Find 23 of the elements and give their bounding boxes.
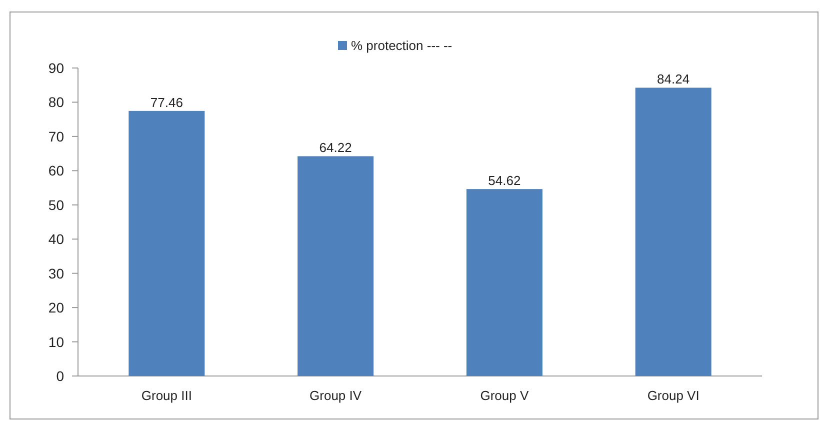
y-tick-label: 50 xyxy=(48,196,64,213)
y-tick-label: 20 xyxy=(48,300,64,316)
bar xyxy=(128,110,205,376)
y-tick-label: 70 xyxy=(48,128,64,144)
data-label: 77.46 xyxy=(150,94,183,110)
y-tick-label: 90 xyxy=(48,60,64,76)
x-tick-label: Group V xyxy=(480,388,529,403)
bar xyxy=(635,88,712,376)
y-tick-label: 40 xyxy=(48,231,64,248)
y-tick-label: 60 xyxy=(48,162,64,179)
y-tick-label: 80 xyxy=(48,94,64,110)
data-label: 84.24 xyxy=(657,72,690,87)
x-tick-label: Group III xyxy=(141,388,192,403)
y-tick-label: 0 xyxy=(56,368,64,384)
data-label: 54.62 xyxy=(488,173,521,188)
bar xyxy=(466,189,542,376)
y-tick-label: 10 xyxy=(48,334,64,350)
x-tick-label: Group IV xyxy=(310,388,362,403)
data-label: 64.22 xyxy=(319,140,352,156)
legend-label: % protection --- -- xyxy=(351,38,452,53)
y-tick-label: 30 xyxy=(48,265,64,282)
bar xyxy=(298,156,374,376)
x-tick-label: Group VI xyxy=(647,388,700,403)
